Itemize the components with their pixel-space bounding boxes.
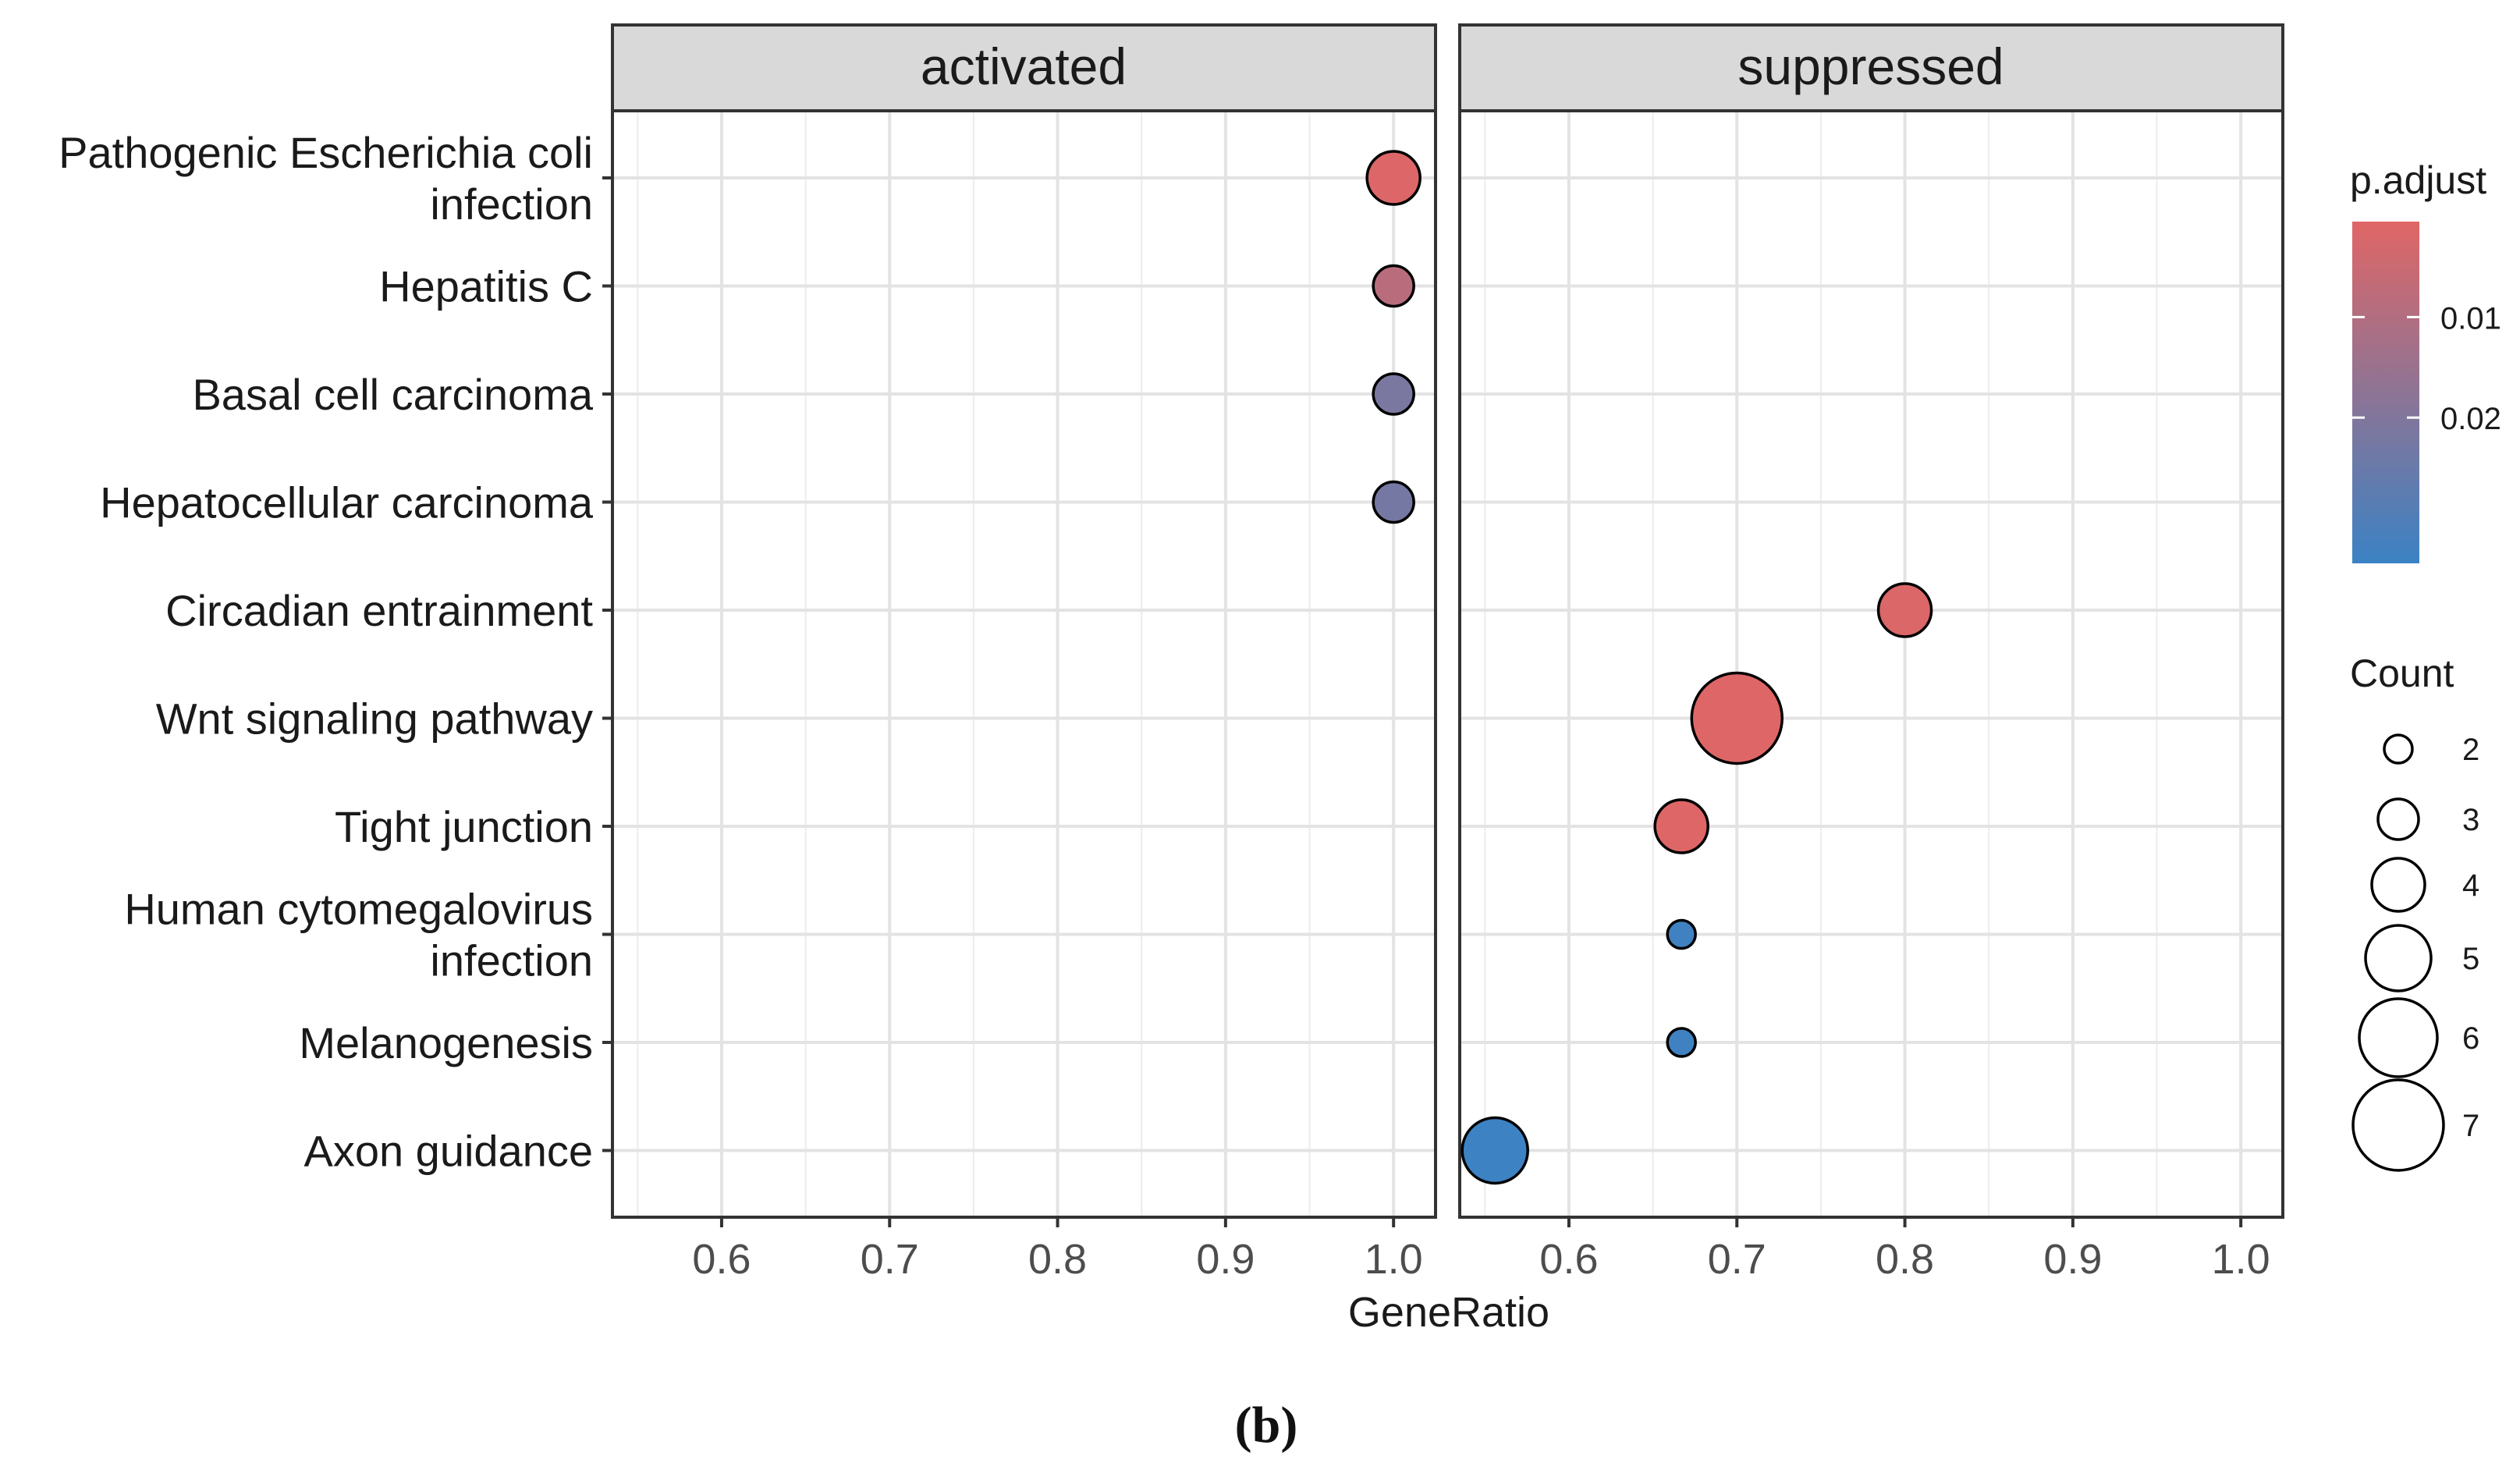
panel-background-activated — [612, 111, 1436, 1217]
size-legend-label: 5 — [2462, 942, 2479, 976]
panel-border-activated — [611, 109, 1437, 1219]
size-legend-circle — [2370, 857, 2426, 913]
data-point — [1372, 480, 1415, 524]
data-point — [1372, 264, 1415, 308]
x-tick-label: 0.8 — [1876, 1236, 1934, 1283]
x-tick-label: 1.0 — [1365, 1236, 1423, 1283]
x-tick-label: 0.8 — [1028, 1236, 1087, 1283]
x-axis-suppressed: 0.6 0.7 0.8 0.9 1.0 — [1539, 1217, 2270, 1283]
facet-activated: activated — [611, 23, 1437, 1219]
color-legend-tick-label: 0.02 — [2440, 402, 2501, 436]
size-legend-label: 7 — [2462, 1109, 2479, 1143]
facet-strip-suppressed — [1458, 23, 2284, 112]
y-tick-label: Pathogenic Escherichia coli — [59, 128, 593, 177]
x-tick-label: 0.6 — [1539, 1236, 1598, 1283]
grid-suppressed — [1460, 111, 2283, 1217]
color-legend-bar — [2352, 222, 2419, 563]
size-legend-label: 4 — [2462, 868, 2479, 903]
size-legend-circle — [2376, 797, 2420, 841]
size-legend-label: 6 — [2462, 1021, 2479, 1056]
x-tick-label: 0.9 — [1196, 1236, 1255, 1283]
size-legend-items: 2 3 4 5 6 7 — [2351, 733, 2479, 1172]
size-legend-circle — [2383, 733, 2414, 765]
data-point — [1653, 798, 1709, 854]
data-point — [1461, 1116, 1529, 1185]
figure-caption: (b) — [1235, 1397, 1298, 1454]
size-legend: Count 2 3 4 5 6 7 — [2350, 652, 2479, 1172]
data-point — [1372, 372, 1415, 416]
size-legend-title: Count — [2350, 652, 2454, 695]
size-legend-circle — [2358, 997, 2439, 1078]
points-activated — [1365, 150, 1421, 524]
x-tick-label: 0.6 — [692, 1236, 751, 1283]
x-tick-label: 0.7 — [861, 1236, 919, 1283]
y-tick-label: infection — [430, 936, 593, 985]
x-axis-title: GeneRatio — [1348, 1289, 1549, 1336]
panel-border-suppressed — [1458, 109, 2284, 1219]
facet-label-activated: activated — [921, 37, 1127, 95]
size-legend-circle — [2364, 924, 2433, 992]
y-tick-label: Basal cell carcinoma — [192, 370, 593, 419]
y-tick-label: Tight junction — [335, 802, 593, 851]
y-tick-label: Wnt signaling pathway — [156, 694, 593, 744]
data-point — [1666, 918, 1697, 950]
data-point — [1666, 1027, 1697, 1058]
data-point — [1690, 671, 1784, 765]
y-tick-label: Axon guidance — [303, 1127, 593, 1176]
data-point — [1365, 150, 1421, 206]
color-legend-ticks: 0.01 0.02 — [2352, 301, 2501, 436]
x-axis-activated: 0.6 0.7 0.8 0.9 1.0 — [692, 1217, 1423, 1283]
facet-suppressed: suppressed — [1458, 23, 2284, 1219]
x-tick-label: 0.7 — [1708, 1236, 1766, 1283]
data-point — [1876, 582, 1933, 638]
size-legend-label: 3 — [2462, 803, 2479, 837]
y-tick-label: Circadian entrainment — [165, 586, 593, 635]
color-legend: p.adjust 0.01 0.02 — [2350, 158, 2501, 563]
y-tick-label: Human cytomegalovirus — [124, 885, 593, 934]
color-legend-tick-label: 0.01 — [2440, 301, 2501, 336]
y-tick-label: Melanogenesis — [299, 1018, 593, 1067]
color-legend-title: p.adjust — [2350, 158, 2486, 202]
size-legend-circle — [2351, 1078, 2445, 1172]
points-suppressed — [1461, 582, 1933, 1185]
y-tick-label: Hepatocellular carcinoma — [100, 478, 594, 527]
facet-strip-activated — [611, 23, 1437, 112]
x-tick-label: 0.9 — [2043, 1236, 2102, 1283]
x-tick-label: 1.0 — [2212, 1236, 2270, 1283]
y-tick-label: Hepatitis C — [379, 262, 593, 311]
size-legend-label: 2 — [2462, 733, 2479, 767]
panel-background-suppressed — [1460, 111, 2283, 1217]
facet-label-suppressed: suppressed — [1737, 37, 2004, 95]
y-tick-label: infection — [430, 179, 593, 229]
y-axis: Pathogenic Escherichia coliinfectionHepa… — [59, 128, 612, 1176]
